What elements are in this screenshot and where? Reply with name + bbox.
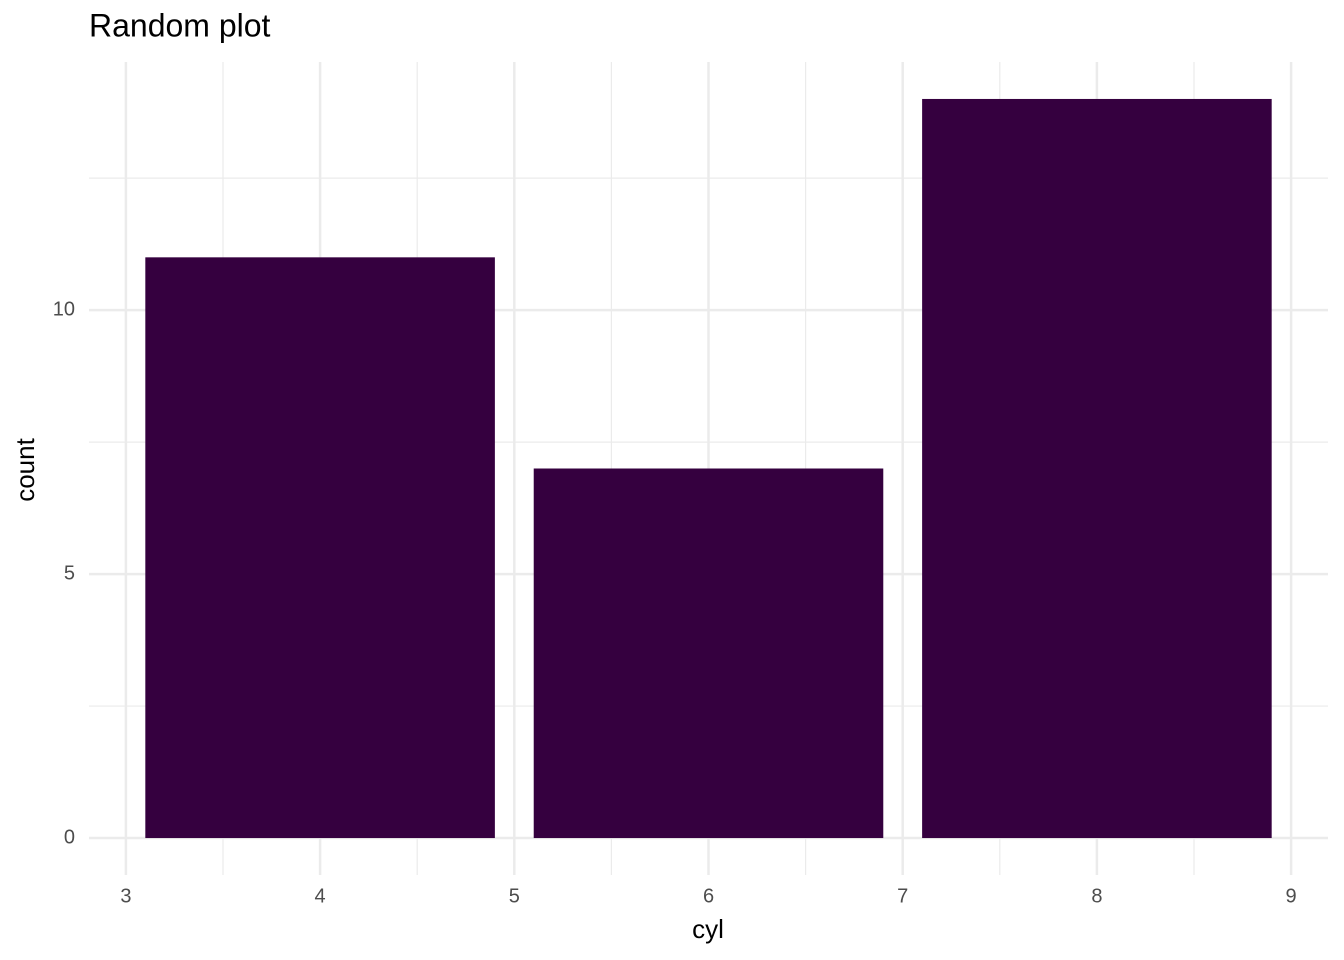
x-tick-label: 3 bbox=[120, 885, 131, 907]
bar bbox=[533, 468, 884, 839]
x-tick-label: 7 bbox=[897, 885, 908, 907]
x-tick-label: 4 bbox=[315, 885, 326, 907]
x-tick-label: 5 bbox=[509, 885, 520, 907]
y-tick-label: 0 bbox=[64, 826, 75, 848]
bar bbox=[922, 98, 1272, 839]
chart-title: Random plot bbox=[89, 7, 271, 43]
bar bbox=[145, 257, 495, 839]
x-tick-label: 6 bbox=[703, 885, 714, 907]
x-tick-label: 8 bbox=[1091, 885, 1102, 907]
x-tick-label: 9 bbox=[1286, 885, 1297, 907]
x-axis-title: cyl bbox=[692, 914, 724, 944]
y-tick-label: 10 bbox=[53, 298, 75, 320]
y-axis-title: count bbox=[10, 437, 40, 501]
y-tick-label: 5 bbox=[64, 562, 75, 584]
